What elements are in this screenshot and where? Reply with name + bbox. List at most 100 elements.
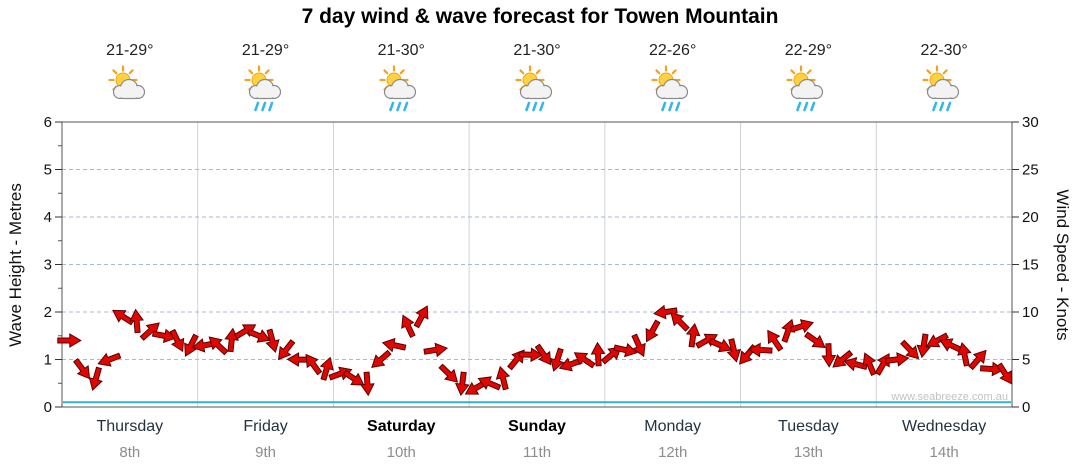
wind-arrow [832,349,854,368]
wind-arrow [900,339,920,360]
chart-title: 7 day wind & wave forecast for Towen Mou… [301,5,779,28]
wind-arrow [381,337,407,353]
wind-arrow [534,343,552,366]
right-tick-label: 15 [1022,257,1039,274]
wind-arrow [968,349,987,371]
wind-arrow [590,341,606,367]
wind-arrow [305,353,323,376]
cloud-icon [519,78,553,100]
wind-arrow [670,312,690,332]
wind-arrow [821,343,837,368]
left-tick-label: 4 [44,209,52,226]
raindrops-icon [389,101,409,112]
weather-showers-icon [786,65,824,112]
day-date-label: 11th [522,444,552,461]
weather-showers-icon [515,65,553,112]
wind-arrow [277,339,296,361]
wind-arrow [413,305,429,329]
wind-arrow [454,371,470,397]
weather-partly-cloudy-icon [108,65,145,100]
cloud-icon [927,78,960,100]
day-date-label: 9th [255,444,276,461]
day-date-label: 8th [119,444,141,461]
wind-arrow [550,347,565,372]
cloud-icon [384,78,417,100]
cloud-icon [791,78,824,100]
day-date-label: 14th [929,444,959,461]
wind-arrow [371,349,392,369]
wind-arrow [789,319,814,334]
wind-arrow [342,369,365,386]
weather-showers-icon [651,65,688,112]
wind-arrow [423,342,449,358]
weather-showers-icon [379,65,417,112]
day-temperature-range: 22-30° [920,42,968,59]
wind-arrow [600,346,622,365]
wind-arrow [97,352,122,367]
day-name-label: Tuesday [778,418,839,435]
wind-arrow [477,376,502,391]
day-temperature-range: 22-26° [649,42,697,59]
raindrops-icon [525,101,545,112]
day-temperature-range: 21-29° [106,42,154,59]
wind-arrow [645,319,661,343]
wind-arrow-series [57,304,1013,397]
wind-arrow [360,371,375,397]
day-temperature-range: 21-30° [377,42,425,59]
wind-arrow [874,353,890,376]
wind-arrow [573,352,596,369]
wind-arrow [631,333,646,358]
raindrops-icon [932,101,952,112]
day-name-label: Friday [243,418,288,435]
left-tick-label: 5 [44,162,52,179]
wind-arrow [208,336,229,356]
wind-arrow [139,322,160,341]
raindrops-icon [796,101,816,112]
day-name-label: Saturday [367,418,436,435]
weather-showers-icon [922,65,960,112]
left-tick-label: 2 [44,304,52,321]
cloud-icon [655,78,688,100]
raindrops-icon [253,101,273,112]
day-temperature-range: 21-30° [513,42,561,59]
right-tick-label: 20 [1022,209,1039,226]
wind-arrow [996,362,1013,385]
wind-arrow [884,352,910,367]
wind-arrow [401,314,416,338]
day-date-label: 12th [658,444,688,461]
day-temperature-range: 21-29° [241,42,290,59]
wind-arrow [73,358,91,380]
wind-arrow [88,366,103,391]
day-name-label: Thursday [96,418,164,435]
right-tick-label: 25 [1022,162,1039,179]
right-tick-label: 0 [1022,399,1030,416]
day-date-label: 10th [386,444,416,461]
wind-arrow [862,352,877,377]
wind-arrow [319,356,334,381]
raindrops-icon [660,101,681,112]
wind-arrow [129,308,144,334]
wind-arrow [169,328,185,353]
day-temperature-range: 22-29° [784,42,833,59]
day-name-label: Sunday [508,418,566,435]
wind-arrow [518,347,544,363]
wind-arrow [653,304,678,320]
wind-arrow [495,365,511,391]
day-name-label: Wednesday [902,418,987,435]
wind-arrow [916,333,931,359]
day-date-label: 13th [793,444,824,461]
left-tick-label: 6 [44,114,52,131]
day-name-label: Monday [644,418,702,435]
wind-arrow [224,327,240,353]
wind-arrow [708,337,733,353]
wind-arrow [925,332,949,348]
right-tick-label: 10 [1022,304,1039,321]
wind-arrow [804,331,826,348]
left-tick-label: 3 [44,257,52,274]
wind-arrow [939,338,963,353]
wind-arrow [767,329,784,352]
wind-arrow [957,342,972,367]
wind-arrow [747,342,773,358]
left-tick-label: 1 [44,352,52,369]
